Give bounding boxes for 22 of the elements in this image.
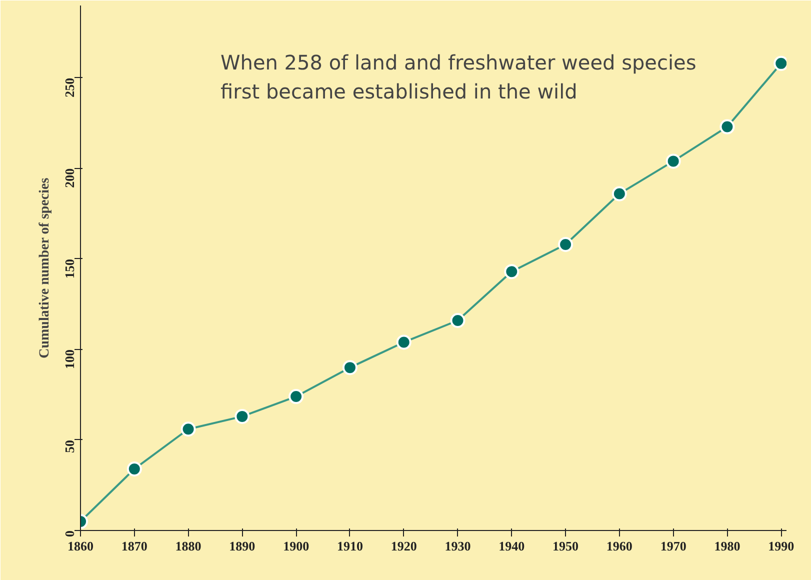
- x-tick-label: 1960: [606, 538, 632, 554]
- x-tick-label: 1920: [390, 538, 417, 554]
- x-tick-label: 1940: [498, 538, 525, 554]
- y-tick-label: 150: [62, 258, 77, 278]
- y-tick-label: 50: [62, 440, 77, 453]
- x-tick-label: 1910: [336, 538, 363, 554]
- y-tick-label: 100: [62, 349, 77, 369]
- text: When 258 of land and freshwater weed species first became established in the wild: [220, 50, 696, 104]
- x-tick-label: 1930: [444, 538, 471, 554]
- y-tick-label: 250: [62, 78, 77, 98]
- x-tick-label: 1900: [283, 538, 310, 554]
- y-axis-title: Cumulative number of species: [38, 177, 52, 358]
- x-tick-label: 1970: [660, 538, 686, 554]
- x-tick-label: 1950: [552, 538, 579, 554]
- y-tick-label: 0: [62, 530, 77, 537]
- x-tick-label: 1990: [768, 538, 794, 554]
- x-tick-label: 1880: [175, 538, 202, 554]
- x-tick-label: 1860: [68, 538, 94, 554]
- x-tick-label: 1890: [229, 538, 256, 554]
- y-tick-label: 200: [62, 168, 77, 188]
- x-tick-label: 1980: [714, 538, 740, 554]
- x-tick-label: 1870: [121, 538, 148, 554]
